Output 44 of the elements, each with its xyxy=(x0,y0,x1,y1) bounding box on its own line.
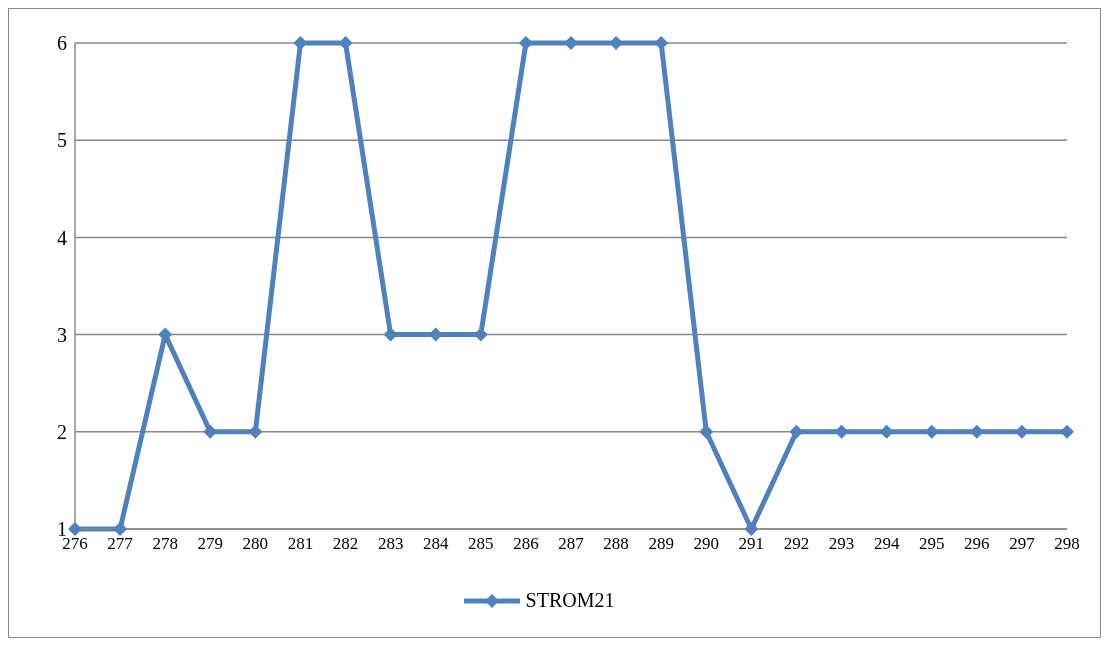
point xyxy=(564,36,578,50)
point xyxy=(293,36,308,50)
x-tick-label: 292 xyxy=(783,534,810,554)
point xyxy=(203,424,218,439)
x-tick-label: 287 xyxy=(558,534,585,554)
point xyxy=(68,522,82,536)
point xyxy=(248,424,263,439)
point xyxy=(113,522,128,536)
x-tick-label: 286 xyxy=(513,534,539,554)
point xyxy=(879,424,894,439)
x-tick-label: 282 xyxy=(332,534,359,554)
point xyxy=(1060,424,1074,439)
x-tick-label: 294 xyxy=(873,534,900,554)
y-tick-label: 5 xyxy=(57,129,67,152)
x-tick-label: 281 xyxy=(287,534,314,554)
y-tick-label: 6 xyxy=(57,32,67,55)
x-tick-label: 296 xyxy=(964,534,990,554)
x-tick-label: 278 xyxy=(152,534,178,554)
x-tick-label: 290 xyxy=(693,534,720,554)
point xyxy=(789,424,804,439)
legend-label: STROM21 xyxy=(525,589,615,612)
y-tick-label: 3 xyxy=(57,323,67,346)
y-tick-label: 2 xyxy=(57,420,67,443)
x-tick-label: 293 xyxy=(828,534,855,554)
point xyxy=(834,424,849,439)
x-tick-label: 298 xyxy=(1054,534,1080,554)
x-tick-label: 289 xyxy=(648,534,674,554)
x-tick-label: 284 xyxy=(422,534,449,554)
x-tick-label: 288 xyxy=(603,534,629,554)
point xyxy=(654,36,669,50)
x-tick-label: 277 xyxy=(107,534,134,554)
x-tick-label: 279 xyxy=(197,534,224,554)
point xyxy=(338,36,353,50)
x-tick-label: 280 xyxy=(242,534,269,554)
x-tick-label: 291 xyxy=(738,534,765,554)
point xyxy=(744,522,759,536)
point xyxy=(699,424,714,439)
x-tick-label: 295 xyxy=(918,534,945,554)
x-tick-label: 297 xyxy=(1009,534,1036,554)
x-tick-label: 285 xyxy=(468,534,494,554)
y-tick-label: 4 xyxy=(57,226,67,249)
point xyxy=(518,36,533,50)
x-tick-label: 283 xyxy=(377,534,404,554)
point xyxy=(924,424,939,439)
